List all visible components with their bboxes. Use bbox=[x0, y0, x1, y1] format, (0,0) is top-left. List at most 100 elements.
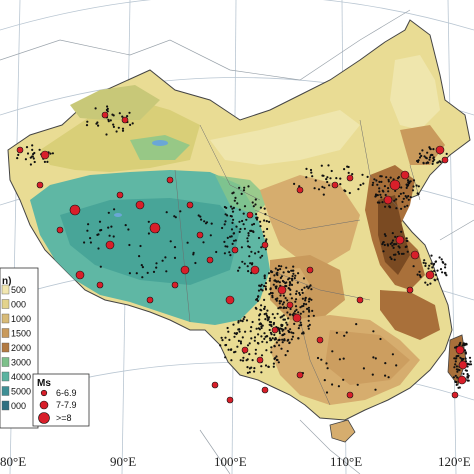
small-earthquake-dot bbox=[438, 256, 441, 259]
small-earthquake-dot bbox=[109, 119, 112, 122]
small-earthquake-dot bbox=[326, 176, 329, 179]
small-earthquake-dot bbox=[343, 168, 346, 171]
small-earthquake-dot bbox=[25, 146, 29, 149]
small-earthquake-dot bbox=[310, 171, 313, 174]
large-earthquake-marker bbox=[346, 174, 354, 182]
small-earthquake-dot bbox=[391, 239, 395, 242]
small-earthquake-dot bbox=[112, 125, 115, 128]
small-earthquake-dot bbox=[307, 325, 310, 328]
lon-label-110e: 110°E bbox=[330, 454, 362, 469]
small-earthquake-dot bbox=[254, 252, 257, 255]
small-earthquake-dot bbox=[416, 159, 419, 163]
small-earthquake-dot bbox=[128, 272, 131, 275]
small-earthquake-dot bbox=[270, 346, 273, 349]
small-earthquake-dot bbox=[273, 345, 276, 348]
small-earthquake-dot bbox=[307, 306, 310, 309]
small-earthquake-dot bbox=[221, 339, 224, 342]
small-earthquake-dot bbox=[224, 245, 227, 248]
small-earthquake-dot bbox=[251, 262, 254, 265]
ms-legend-label-medium: 7-7.9 bbox=[56, 400, 77, 410]
elevation-legend-label: 4000 bbox=[11, 372, 31, 382]
small-earthquake-dot bbox=[412, 179, 416, 182]
small-earthquake-dot bbox=[426, 161, 429, 164]
small-earthquake-dot bbox=[430, 262, 433, 265]
small-earthquake-dot bbox=[304, 296, 307, 299]
elevation-legend-entries: 500 000 1000 1500 2000 3000 4000 5000 000 bbox=[1, 284, 31, 411]
small-earthquake-dot bbox=[288, 287, 291, 290]
small-earthquake-dot bbox=[295, 308, 298, 311]
small-earthquake-dot bbox=[243, 205, 247, 208]
small-earthquake-dot bbox=[111, 113, 114, 116]
small-earthquake-dot bbox=[317, 188, 321, 191]
small-earthquake-dot bbox=[250, 250, 253, 253]
small-earthquake-dot bbox=[376, 194, 379, 197]
small-earthquake-dot bbox=[268, 320, 271, 323]
small-earthquake-dot bbox=[247, 232, 250, 235]
small-earthquake-dot bbox=[453, 366, 456, 369]
small-earthquake-dot bbox=[235, 225, 238, 228]
small-earthquake-dot bbox=[87, 223, 90, 226]
small-earthquake-dot bbox=[424, 156, 427, 159]
small-earthquake-dot bbox=[438, 160, 441, 163]
small-earthquake-dot bbox=[248, 371, 251, 374]
small-earthquake-dot bbox=[265, 341, 268, 344]
small-earthquake-dot bbox=[155, 266, 158, 269]
large-earthquake-marker bbox=[186, 201, 194, 209]
small-earthquake-dot bbox=[406, 204, 409, 207]
elevation-legend-label: 000 bbox=[11, 401, 26, 411]
small-earthquake-dot bbox=[394, 243, 398, 246]
small-earthquake-dot bbox=[399, 192, 402, 195]
small-earthquake-dot bbox=[383, 185, 386, 188]
small-earthquake-dot bbox=[242, 356, 245, 359]
small-earthquake-dot bbox=[299, 321, 302, 324]
small-earthquake-dot bbox=[357, 188, 360, 191]
small-earthquake-dot bbox=[361, 173, 364, 176]
small-earthquake-dot bbox=[465, 369, 468, 372]
small-earthquake-dot bbox=[417, 185, 420, 188]
small-earthquake-dot bbox=[320, 164, 323, 167]
small-earthquake-dot bbox=[238, 230, 241, 233]
small-earthquake-dot bbox=[339, 177, 342, 180]
small-earthquake-dot bbox=[234, 350, 237, 353]
small-earthquake-dot bbox=[302, 304, 305, 307]
small-earthquake-dot bbox=[291, 279, 294, 282]
small-earthquake-dot bbox=[337, 385, 340, 388]
small-earthquake-dot bbox=[466, 373, 469, 376]
small-earthquake-dot bbox=[291, 335, 294, 338]
small-earthquake-dot bbox=[278, 306, 282, 309]
small-earthquake-dot bbox=[401, 200, 404, 203]
small-earthquake-dot bbox=[31, 153, 35, 156]
small-earthquake-dot bbox=[456, 370, 459, 373]
small-earthquake-dot bbox=[271, 292, 274, 295]
small-earthquake-dot bbox=[229, 348, 233, 351]
large-earthquake-marker bbox=[135, 200, 145, 210]
small-earthquake-dot bbox=[233, 199, 236, 202]
small-earthquake-dot bbox=[439, 268, 443, 271]
small-earthquake-dot bbox=[49, 152, 52, 155]
small-earthquake-dot bbox=[366, 175, 369, 178]
small-earthquake-dot bbox=[258, 328, 261, 331]
small-earthquake-dot bbox=[280, 324, 284, 328]
small-earthquake-dot bbox=[129, 123, 132, 126]
small-earthquake-dot bbox=[297, 327, 300, 330]
elevation-legend: n) 500 000 1000 1500 2000 3000 4000 5000 000 bbox=[0, 267, 39, 429]
small-earthquake-dot bbox=[131, 122, 134, 125]
small-earthquake-dot bbox=[464, 357, 467, 360]
small-earthquake-dot bbox=[362, 182, 365, 185]
small-earthquake-dot bbox=[242, 223, 245, 226]
small-earthquake-dot bbox=[400, 207, 403, 210]
small-earthquake-dot bbox=[259, 225, 262, 228]
small-earthquake-dot bbox=[106, 105, 109, 108]
small-earthquake-dot bbox=[97, 124, 100, 127]
small-earthquake-dot bbox=[294, 300, 297, 303]
small-earthquake-dot bbox=[86, 120, 89, 123]
small-earthquake-dot bbox=[295, 298, 298, 301]
small-earthquake-dot bbox=[226, 245, 229, 248]
small-earthquake-dot bbox=[308, 323, 311, 326]
small-earthquake-dot bbox=[173, 215, 176, 218]
small-earthquake-dot bbox=[459, 341, 462, 344]
small-earthquake-dot bbox=[31, 144, 34, 147]
small-earthquake-dot bbox=[31, 148, 34, 151]
large-earthquake-marker bbox=[180, 265, 190, 275]
large-earthquake-marker bbox=[166, 176, 174, 184]
